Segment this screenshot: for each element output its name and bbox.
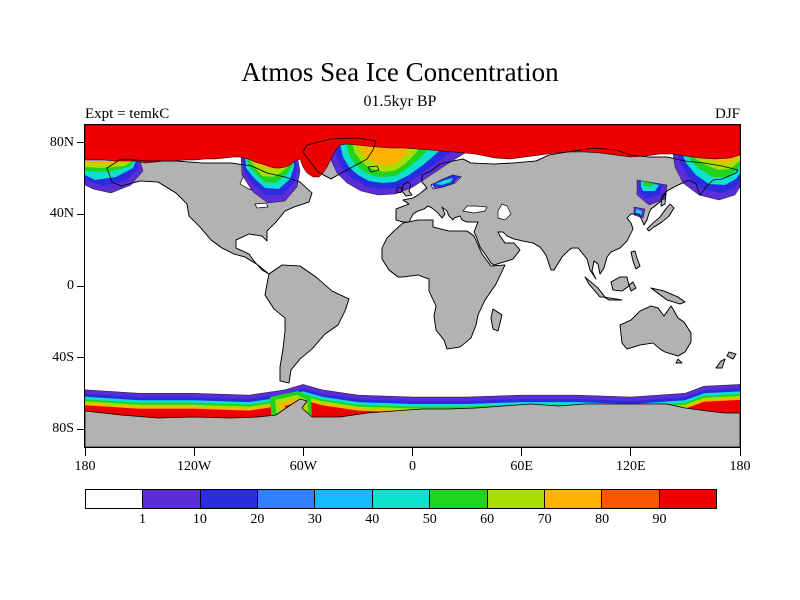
y-tick-mark: [77, 142, 85, 144]
colorbar-segment: [200, 490, 259, 508]
colorbar-segment: [430, 490, 488, 508]
landmass-antarctica: [84, 398, 740, 447]
sea-ice-north-atlantic: [326, 139, 473, 195]
x-tick-label: 0: [409, 459, 416, 474]
colorbar-label: 40: [365, 512, 380, 527]
colorbar-segment: [258, 490, 316, 508]
colorbar-label: 30: [307, 512, 322, 527]
x-tick-label: 120W: [177, 459, 212, 474]
y-tick-label: 80S: [52, 421, 74, 437]
y-tick-mark: [77, 357, 85, 359]
x-tick-label: 60W: [289, 459, 317, 474]
colorbar-labels: 1 10 20 30 40 50 60 70 80 90: [85, 512, 717, 530]
ice-band: [642, 180, 655, 187]
colorbar-label: 10: [192, 512, 207, 527]
colorbar-segment: [602, 490, 660, 508]
ice-band: [84, 160, 130, 164]
y-tick-label: 80N: [49, 134, 74, 150]
colorbar-segment: [315, 490, 373, 508]
colorbar-segment: [487, 490, 545, 508]
map-plot-area: [83, 123, 741, 448]
great-lakes: [253, 202, 269, 208]
sea-ice-japan-sea: [636, 179, 667, 205]
experiment-label: Expt = temkC: [85, 106, 170, 122]
ice-band: [635, 208, 642, 215]
black-sea: [461, 205, 488, 213]
x-tick-mark: [193, 448, 195, 456]
colorbar-segment: [143, 490, 201, 508]
colorbar-label: 50: [422, 512, 437, 527]
x-tick-mark: [630, 448, 632, 456]
y-tick-mark: [77, 285, 85, 287]
world-map: [84, 124, 740, 447]
colorbar-segment: [372, 490, 431, 508]
x-tick-mark: [84, 448, 86, 456]
colorbar-segment: [86, 490, 144, 508]
colorbar-label: 60: [480, 512, 495, 527]
y-tick-label: 40S: [52, 349, 74, 365]
arctic-ice-cap: [84, 124, 740, 177]
x-tick-mark: [302, 448, 304, 456]
arctic-sea-ice: [84, 124, 740, 218]
y-tick-mark: [77, 428, 85, 430]
x-tick-label: 180: [729, 459, 751, 474]
colorbar-label: 90: [652, 512, 667, 527]
colorbar-label: 80: [595, 512, 610, 527]
sea-ice-yellow-sea: [633, 206, 645, 218]
colorbar-label: 70: [537, 512, 552, 527]
colorbar-segment: [659, 490, 716, 508]
sea-ice-baltic: [431, 174, 460, 188]
season-label: DJF: [714, 106, 740, 122]
colorbar: [85, 489, 717, 509]
x-tick-mark: [412, 448, 413, 456]
colorbar-segment: [544, 490, 603, 508]
plot-subtitle: 01.5kyr BP: [363, 93, 437, 110]
colorbar-label: 1: [138, 512, 146, 527]
x-tick-label: 60E: [510, 459, 533, 474]
sea-ice-okhotsk: [672, 152, 740, 200]
y-tick-label: 40N: [49, 206, 74, 222]
y-tick-mark: [77, 213, 85, 215]
x-tick-mark: [739, 448, 741, 456]
caspian-sea: [497, 203, 511, 220]
ice-band: [434, 177, 453, 185]
x-tick-label: 120E: [616, 459, 646, 474]
x-tick-label: 180: [74, 459, 96, 474]
plot-title: Atmos Sea Ice Concentration: [241, 57, 559, 87]
colorbar-label: 20: [250, 512, 265, 527]
y-tick-label: 0: [67, 278, 74, 293]
x-tick-mark: [521, 448, 523, 456]
